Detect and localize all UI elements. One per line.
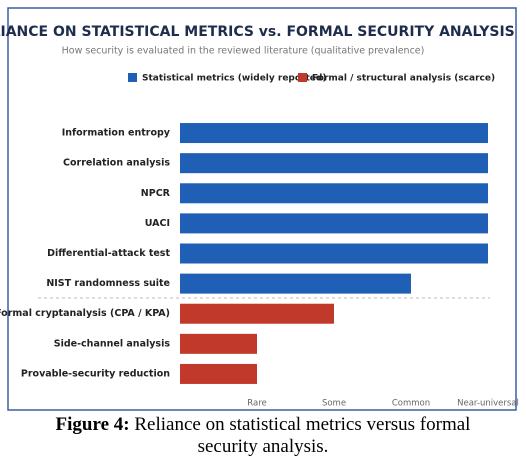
chart-title: RELIANCE ON STATISTICAL METRICS vs. FORM…: [0, 24, 515, 40]
y-tick-label: Correlation analysis: [63, 158, 170, 169]
x-tick-label: Near-universal: [457, 399, 519, 409]
bar: [180, 333, 257, 354]
bar: [180, 153, 488, 174]
x-tick-label: Common: [392, 399, 430, 409]
caption-text: Reliance on statistical metrics versus f…: [134, 414, 471, 457]
legend-label: Formal / structural analysis (scarce): [312, 74, 495, 84]
x-tick-label: Some: [322, 399, 346, 409]
y-tick-label: NPCR: [141, 188, 171, 199]
bar: [180, 213, 488, 234]
bar: [180, 303, 334, 324]
legend-swatch: [298, 73, 307, 82]
chart-subtitle: How security is evaluated in the reviewe…: [62, 46, 425, 57]
bar: [180, 273, 411, 294]
chart: RELIANCE ON STATISTICAL METRICS vs. FORM…: [0, 7, 519, 411]
y-tick-label: Side-channel analysis: [54, 338, 171, 349]
caption-label: Figure 4:: [55, 414, 130, 435]
y-tick-label: Information entropy: [62, 128, 171, 139]
figure-caption: Figure 4: Reliance on statistical metric…: [40, 414, 486, 458]
bar: [180, 363, 257, 384]
y-tick-label: UACI: [145, 218, 170, 229]
y-tick-label: Differential-attack test: [47, 248, 170, 259]
chart-frame: [7, 7, 517, 411]
bar: [180, 243, 488, 264]
y-tick-label: NIST randomness suite: [46, 278, 170, 289]
bar: [180, 183, 488, 204]
legend-label: Statistical metrics (widely reported): [142, 74, 326, 84]
y-tick-label: Formal cryptanalysis (CPA / KPA): [0, 308, 170, 319]
y-tick-label: Provable-security reduction: [21, 368, 170, 379]
x-tick-label: Rare: [247, 399, 266, 409]
bar: [180, 123, 488, 144]
legend-swatch: [128, 73, 137, 82]
